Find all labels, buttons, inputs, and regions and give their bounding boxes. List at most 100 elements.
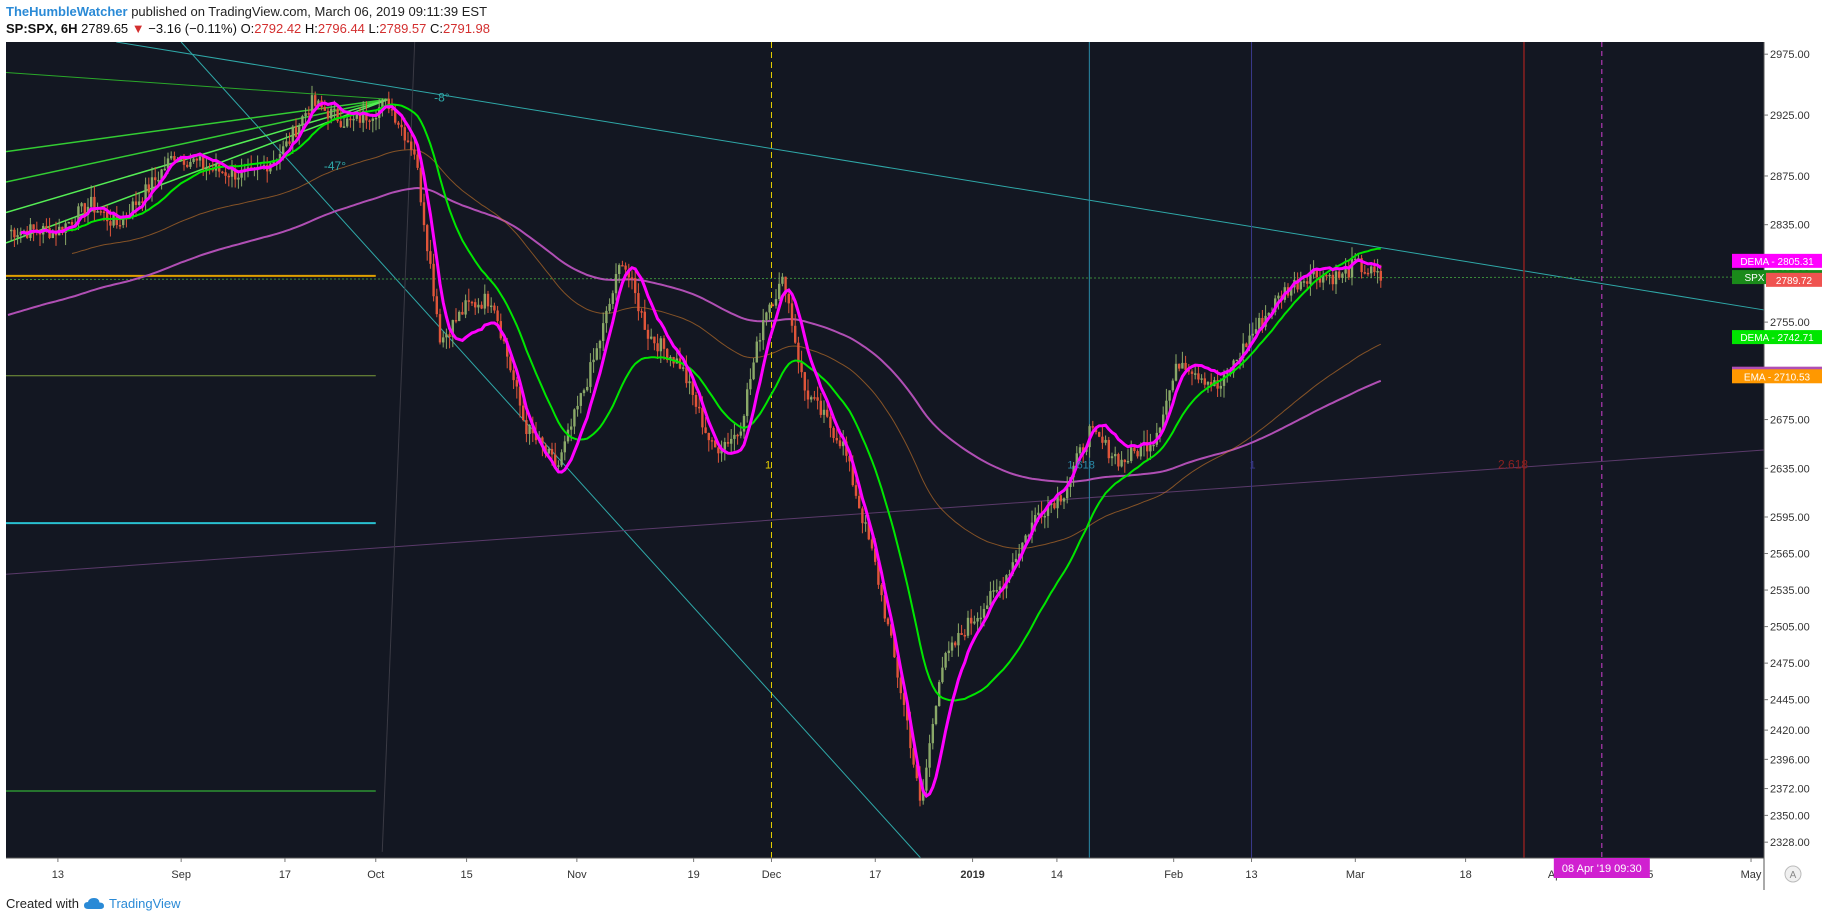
candle-body (1043, 515, 1046, 518)
candle-body (70, 221, 74, 225)
candle-body (1334, 271, 1338, 285)
price-tick-label: 2755.00 (1770, 317, 1810, 329)
candle-body (1226, 372, 1229, 375)
candle-body (310, 95, 314, 114)
candle-body (1258, 317, 1261, 330)
candle-body (874, 548, 877, 562)
candle-body (195, 158, 198, 161)
candle-body (691, 381, 694, 395)
candle-body (688, 381, 691, 384)
candle-body (1251, 333, 1254, 336)
candle-body (1197, 373, 1200, 380)
rising-channel-line (5, 449, 1765, 575)
candle-body (586, 386, 589, 391)
candle-body (1325, 274, 1328, 277)
time-tick-label: 17 (869, 869, 881, 881)
candle-body (1344, 269, 1347, 274)
candle-body (803, 372, 806, 391)
candle-body (1302, 281, 1306, 283)
candle-body (138, 201, 141, 206)
time-axis[interactable] (6, 858, 1822, 890)
candle-body (608, 303, 611, 311)
candle-body (810, 397, 813, 400)
candle-body (1066, 487, 1069, 499)
candle-body (819, 400, 822, 415)
candle-body (832, 427, 835, 438)
candle-body (992, 590, 995, 592)
candle-body (784, 276, 787, 295)
price-label-box (1732, 253, 1822, 268)
candle-body (979, 617, 982, 620)
candle-body (410, 141, 413, 150)
candle-body (1373, 266, 1376, 273)
symbol-label[interactable]: SP:SPX, 6H (6, 21, 78, 36)
candle-body (957, 633, 960, 646)
candle-body (877, 561, 880, 585)
candle-body (899, 677, 902, 694)
candle-body (1130, 447, 1133, 461)
candle-body (826, 409, 829, 417)
candle-body (550, 448, 554, 455)
candle-body (1200, 378, 1203, 380)
candle-body (80, 203, 83, 207)
dema-magenta-line (20, 101, 1382, 799)
chart-svg[interactable]: -8° -47° 1 1.618 2.618 1 2975.00 2925.00 2875.0… (5, 41, 1822, 890)
dema-green-line (39, 103, 1381, 702)
candle-body (1235, 359, 1238, 362)
candle-body (666, 348, 669, 361)
candle-body (16, 235, 19, 238)
candle-body (963, 634, 966, 637)
candle-body (1037, 512, 1040, 516)
candle-body (858, 495, 861, 509)
candle-body (426, 225, 429, 252)
candle-body (998, 586, 1002, 591)
candle-body (1114, 454, 1117, 457)
time-cursor: 08 Apr '19 09:30 (1553, 858, 1650, 878)
candle-body (1152, 444, 1155, 447)
candle-body (922, 790, 925, 801)
plot-area[interactable] (6, 42, 1764, 858)
candle-body (470, 301, 474, 304)
candle-body (870, 539, 874, 549)
candle-body (941, 667, 944, 683)
candle-body (467, 300, 470, 302)
candle-body (995, 590, 998, 592)
candle-body (458, 311, 461, 322)
candle-body (966, 617, 970, 636)
candle-body (403, 127, 406, 141)
candle-body (144, 184, 147, 203)
candle-body (150, 177, 154, 193)
candle-body (109, 221, 112, 226)
tradingview-link[interactable]: TradingView (108, 896, 181, 911)
price-label-box (1732, 369, 1822, 384)
candle-body (1117, 454, 1120, 467)
author-link[interactable]: TheHumbleWatcher (6, 4, 128, 19)
candle-body (1034, 515, 1037, 523)
time-tick-label: Dec (762, 869, 782, 881)
candle-body (595, 348, 598, 360)
candle-body (710, 440, 714, 442)
price-tick-label: 2835.00 (1770, 220, 1810, 232)
candle-body (419, 167, 422, 203)
price-chart[interactable]: -8° -47° 1 1.618 2.618 1 2975.00 2925.00 2875.0… (5, 41, 1822, 890)
price-tick-label: 2675.00 (1770, 415, 1810, 427)
candle-body (1024, 535, 1027, 543)
candle-body (1203, 378, 1206, 385)
settings-button[interactable]: A (1784, 865, 1802, 883)
candle-body (205, 168, 208, 170)
candle-body (742, 415, 746, 432)
candle-body (829, 416, 832, 428)
angle-guide (381, 41, 416, 852)
price-tick-label: 2372.00 (1770, 784, 1810, 796)
candle-body (448, 334, 451, 337)
candle-body (157, 179, 160, 182)
price-axis[interactable] (1764, 42, 1822, 858)
candle-body (1123, 459, 1126, 463)
candle-body (330, 108, 333, 119)
candle-body (291, 126, 294, 144)
time-cursor-label: 08 Apr '19 09:30 (1562, 863, 1642, 875)
candle-body (1318, 277, 1322, 283)
candle-body (371, 118, 374, 121)
price-tick-label: 2420.00 (1770, 725, 1810, 737)
